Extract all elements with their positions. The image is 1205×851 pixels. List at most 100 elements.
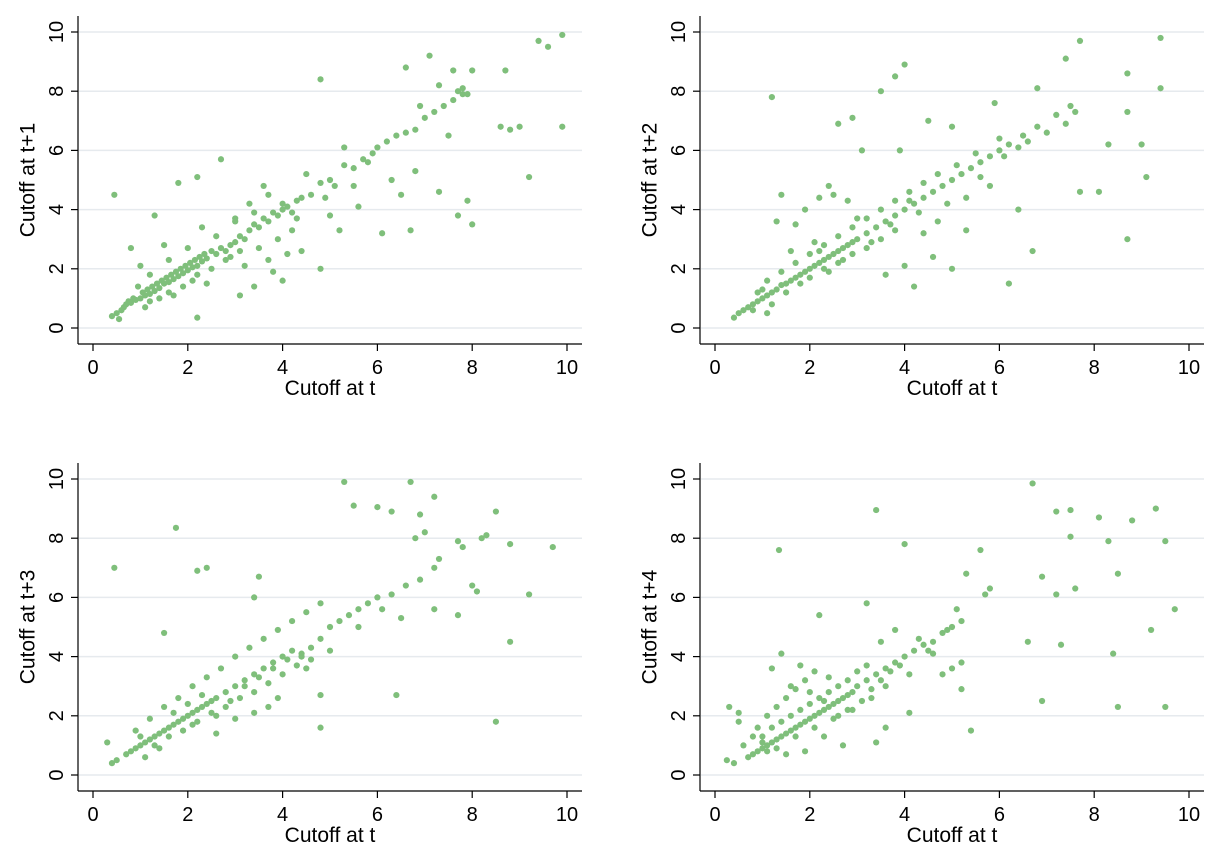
scatter-point [925, 647, 932, 654]
scatter-point [901, 206, 908, 213]
scatter-point [454, 212, 462, 219]
scatter-point [454, 538, 462, 545]
y-tick-label: 8 [668, 533, 690, 544]
scatter-point [326, 176, 334, 184]
scatter-point [972, 150, 979, 157]
scatter-point [759, 739, 766, 746]
scatter-point [735, 718, 742, 725]
scatter-point [825, 182, 832, 190]
scatter-point [877, 206, 885, 213]
scatter-point [241, 262, 248, 269]
scatter-point [816, 247, 823, 255]
scatter-point [1162, 703, 1169, 711]
scatter-point [816, 709, 823, 716]
scatter-point [901, 653, 908, 660]
scatter-point [507, 126, 514, 133]
x-tick-label: 6 [994, 804, 1005, 826]
scatter-point [844, 242, 851, 249]
scatter-point [797, 280, 804, 287]
scatter-point [360, 156, 367, 163]
scatter-point [1114, 570, 1121, 577]
scatter-point [227, 253, 234, 261]
scatter-point [251, 209, 258, 216]
scatter-point [749, 307, 757, 314]
scatter-point [849, 239, 856, 246]
scatter-point [773, 736, 780, 743]
scatter-point [820, 706, 828, 713]
scatter-point [787, 683, 794, 690]
scatter-point [1095, 514, 1103, 521]
scatter-point [787, 247, 794, 255]
scatter-point [246, 644, 253, 651]
scatter-point [251, 283, 258, 290]
scatter-point [123, 751, 130, 758]
scatter-point [820, 256, 828, 264]
scatter-point [336, 617, 343, 625]
scatter-point [754, 289, 761, 296]
scatter-point [165, 256, 172, 264]
scatter-point [825, 268, 832, 275]
grid-lines [79, 478, 582, 776]
scatter-point [232, 653, 239, 660]
scatter-point [293, 215, 300, 222]
scatter-point [1062, 55, 1069, 62]
scatter-point [279, 653, 286, 660]
scatter-point [412, 535, 419, 542]
scatter-point [745, 754, 752, 761]
scatter-point [341, 144, 348, 151]
scatter-point [892, 659, 899, 666]
scatter-point [792, 221, 799, 228]
scatter-point [115, 316, 123, 323]
scatter-point [322, 194, 329, 201]
scatter-point [1138, 141, 1145, 148]
scatter-point [274, 626, 281, 634]
scatter-point [730, 760, 738, 767]
scatter-point [251, 689, 258, 696]
scatter-point [825, 689, 832, 696]
y-tick-label: 0 [668, 322, 690, 333]
scatter-point [341, 478, 348, 486]
scatter-point [156, 745, 163, 752]
scatter-point [858, 697, 866, 705]
scatter-point [431, 493, 438, 500]
scatter-point [217, 156, 225, 163]
scatter-point [203, 280, 210, 287]
scatter-point [274, 694, 281, 702]
scatter-point [1029, 247, 1036, 255]
scatter-point [811, 262, 818, 269]
scatter-point [274, 236, 281, 243]
scatter-point [768, 289, 775, 296]
scatter-point [194, 262, 201, 269]
y-tick-label: 10 [46, 468, 68, 490]
scatter-point [1015, 144, 1022, 151]
scatter-point [284, 656, 291, 663]
x-tick-label: 8 [467, 357, 478, 379]
scatter-point [469, 582, 476, 589]
scatter-point [1171, 606, 1178, 613]
y-tick-label: 8 [46, 533, 68, 544]
y-axis-label: Cutoff at t+1 [17, 123, 40, 238]
scatter-point [161, 629, 168, 637]
scatter-point [189, 277, 196, 284]
scatter-points [104, 478, 556, 767]
scatter-point [1072, 585, 1079, 592]
scatter-point [787, 712, 794, 719]
scatter-point [816, 612, 823, 619]
scatter-point [816, 694, 823, 702]
scatter-point [535, 37, 542, 44]
scatter-point [398, 191, 405, 198]
x-axis-label: Cutoff at t [907, 824, 998, 847]
scatter-point [217, 244, 225, 252]
scatter-point [469, 67, 476, 74]
x-tick-label: 10 [1178, 357, 1200, 379]
scatter-point [773, 703, 780, 711]
scatter-point [132, 745, 139, 752]
scatter-point [559, 31, 566, 39]
x-tick-label: 2 [182, 804, 193, 826]
scatter-point [915, 209, 922, 216]
scatter-point [825, 674, 832, 681]
scatter-point [783, 280, 790, 287]
scatter-point [421, 529, 428, 536]
y-tick-label: 6 [46, 145, 68, 156]
scatter-point [191, 256, 199, 264]
